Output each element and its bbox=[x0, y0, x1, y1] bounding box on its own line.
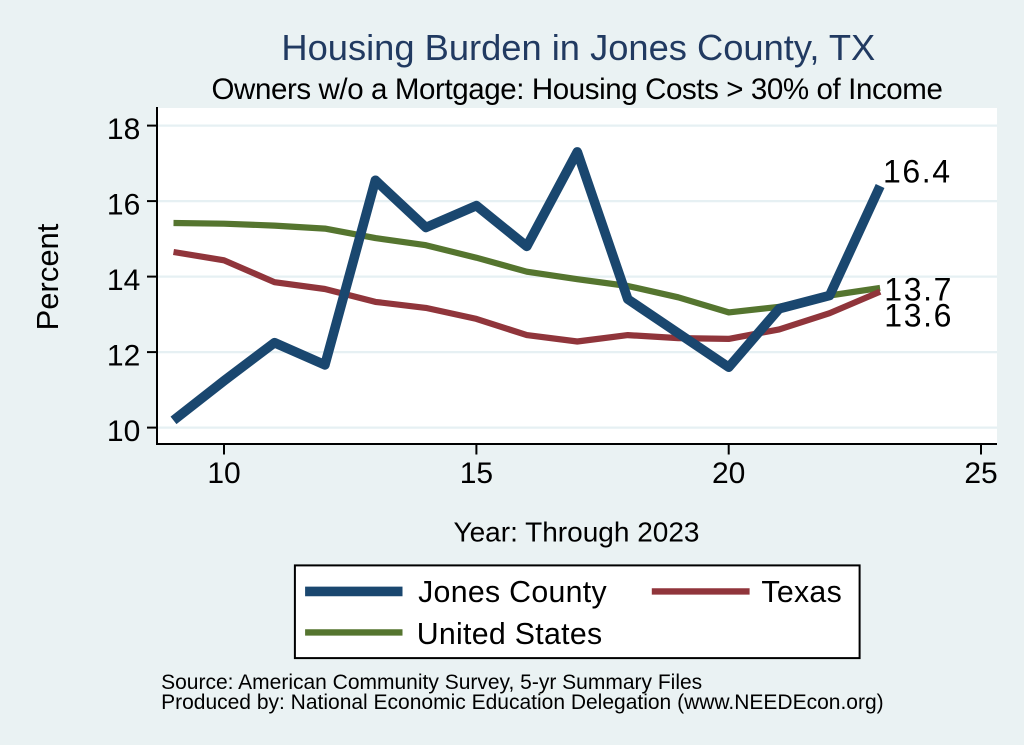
svg-text:18: 18 bbox=[107, 113, 140, 146]
svg-text:Source: American Community Sur: Source: American Community Survey, 5-yr … bbox=[161, 671, 702, 694]
svg-text:20: 20 bbox=[712, 457, 745, 490]
svg-text:Housing Burden in Jones County: Housing Burden in Jones County, TX bbox=[281, 27, 875, 68]
svg-text:25: 25 bbox=[964, 457, 997, 490]
svg-text:Produced by: National Economic: Produced by: National Economic Education… bbox=[161, 691, 884, 714]
svg-text:Percent: Percent bbox=[30, 223, 65, 330]
svg-text:Texas: Texas bbox=[761, 576, 842, 609]
svg-text:Jones County: Jones County bbox=[418, 576, 607, 609]
svg-text:15: 15 bbox=[460, 457, 493, 490]
svg-text:16: 16 bbox=[107, 188, 140, 221]
svg-text:10: 10 bbox=[207, 457, 240, 490]
svg-text:10: 10 bbox=[107, 415, 140, 448]
svg-text:16.4: 16.4 bbox=[883, 154, 952, 190]
svg-text:13.7: 13.7 bbox=[884, 272, 953, 308]
svg-text:13.6: 13.6 bbox=[884, 298, 953, 334]
svg-text:United States: United States bbox=[417, 618, 603, 651]
svg-text:14: 14 bbox=[107, 264, 140, 297]
svg-text:12: 12 bbox=[107, 339, 140, 372]
svg-text:Year: Through 2023: Year: Through 2023 bbox=[454, 516, 700, 547]
svg-text:Owners w/o a Mortgage: Housing: Owners w/o a Mortgage: Housing Costs > 3… bbox=[212, 73, 943, 106]
